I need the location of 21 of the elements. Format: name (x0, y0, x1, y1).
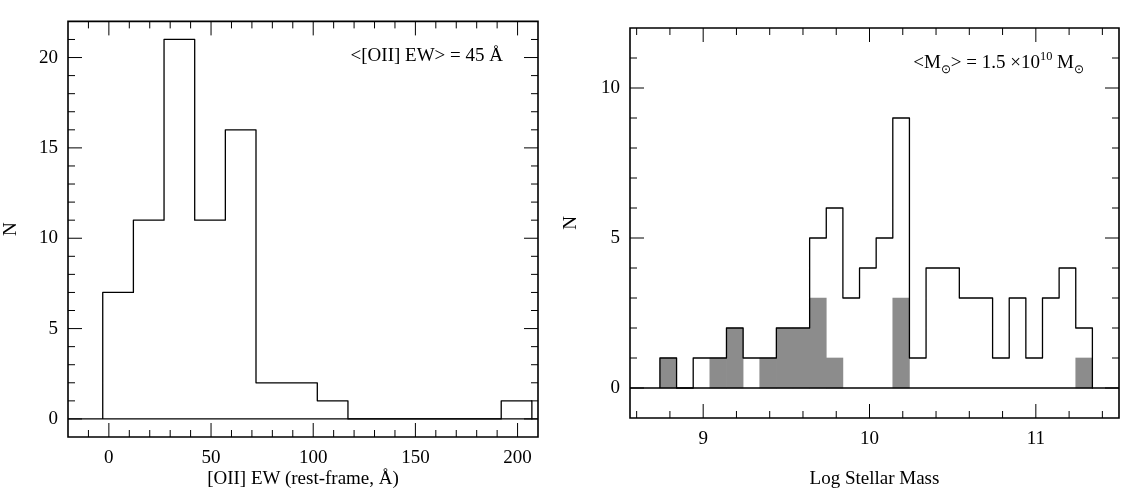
x-axis-title: Log Stellar Mass (809, 466, 940, 488)
x-axis-title: [OII] EW (rest-frame, Å) (207, 466, 399, 489)
y-axis-title: N (559, 215, 581, 230)
annotation: <[OII] EW> = 45 Å (350, 44, 504, 66)
x-tick-label: 11 (1026, 427, 1045, 449)
x-tick-label: 50 (201, 446, 221, 468)
x-tick-label: 150 (401, 446, 430, 468)
y-tick-label: 0 (610, 375, 620, 397)
y-axis-title: N (0, 222, 21, 237)
y-tick-label: 5 (610, 225, 620, 247)
y-tick-label: 20 (39, 45, 58, 67)
y-tick-label: 15 (39, 135, 58, 157)
x-tick-label: 100 (298, 446, 328, 468)
y-tick-label: 5 (48, 316, 58, 338)
x-tick-label: 10 (860, 427, 880, 449)
y-tick-label: 10 (601, 75, 620, 97)
x-tick-label: 200 (503, 446, 532, 468)
x-tick-label: 0 (104, 446, 114, 468)
x-tick-label: 9 (698, 427, 708, 449)
y-tick-label: 10 (39, 226, 58, 248)
y-tick-label: 0 (48, 406, 58, 428)
